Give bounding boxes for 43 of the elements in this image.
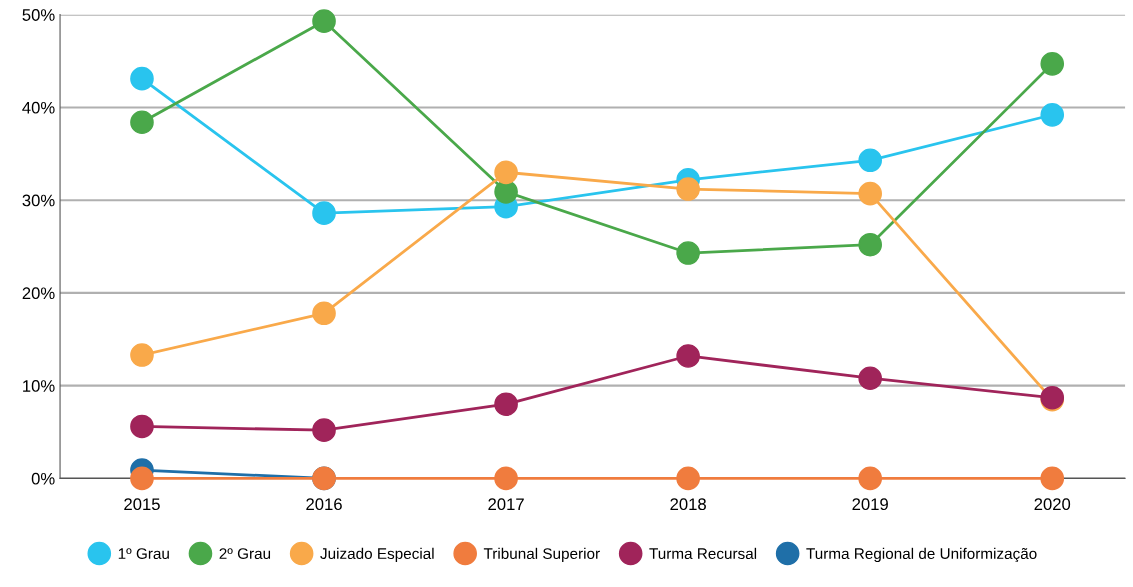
point [312, 301, 336, 326]
x-tick-label: 2020 [1034, 498, 1071, 511]
point [494, 466, 518, 491]
point [858, 232, 882, 257]
point [676, 177, 700, 201]
x-tick-label: 2015 [124, 498, 160, 511]
point [858, 466, 882, 491]
point [494, 160, 518, 185]
y-tick-label: 10% [23, 380, 55, 392]
point [494, 392, 518, 417]
point [312, 201, 336, 225]
x-tick-label: 2018 [670, 498, 706, 511]
legend-label: 1º Grau [118, 548, 169, 560]
x-tick-label: 2016 [306, 498, 342, 511]
point [858, 366, 882, 391]
point [1040, 52, 1065, 76]
point [676, 466, 700, 491]
point [858, 181, 882, 206]
legend-label: 2º Grau [219, 548, 271, 560]
point [130, 110, 154, 135]
x-tick-label: 2017 [488, 498, 524, 511]
y-tick-label: 40% [22, 101, 55, 114]
y-tick-label: 50% [22, 9, 55, 21]
point [1040, 466, 1065, 491]
legend-label: Turma Recursal [649, 547, 757, 560]
point [676, 241, 700, 265]
point [312, 9, 336, 33]
point [130, 414, 154, 439]
point [130, 343, 154, 367]
y-tick-label: 30% [22, 194, 55, 207]
point [130, 466, 154, 491]
point [130, 66, 154, 91]
legend-label: Tribunal Superior [483, 547, 600, 563]
legend-label: Juizado Especial [320, 547, 434, 563]
y-tick-label: 0% [31, 472, 55, 485]
point [494, 180, 518, 204]
x-tick-label: 2019 [852, 498, 888, 511]
point [1040, 103, 1065, 127]
legend-label: Turma Regional de Uniformização [806, 547, 1037, 563]
point [676, 344, 700, 368]
y-tick-label: 20% [22, 287, 55, 300]
point [858, 148, 882, 173]
point [312, 418, 336, 442]
